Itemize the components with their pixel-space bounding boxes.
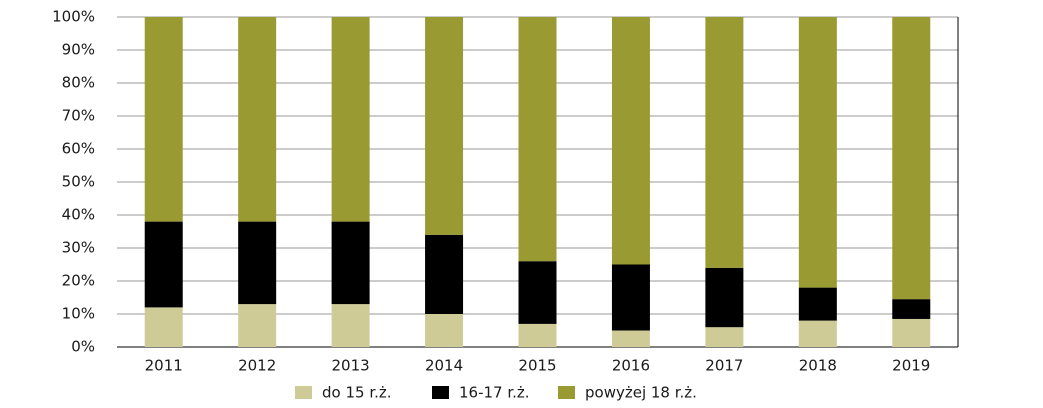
y-tick-label: 40% xyxy=(62,206,95,224)
bar-segment xyxy=(238,304,277,347)
x-tick-label: 2012 xyxy=(238,357,276,375)
bar-segment xyxy=(892,299,931,319)
bar-segment xyxy=(518,17,557,262)
y-tick-label: 10% xyxy=(62,305,95,323)
bar-segment xyxy=(892,318,931,347)
bar-segment xyxy=(798,287,837,321)
bar-segment xyxy=(611,17,650,265)
bar-segment xyxy=(798,17,837,288)
bar-segment xyxy=(705,17,744,268)
bar-segment xyxy=(425,234,464,314)
x-tick-label: 2011 xyxy=(145,357,183,375)
bar-segment xyxy=(518,323,557,347)
bar-segment xyxy=(331,221,370,305)
bar-segment xyxy=(518,261,557,324)
legend-label: 16-17 r.ż. xyxy=(459,384,530,402)
x-tick-label: 2016 xyxy=(612,357,650,375)
bar-segment xyxy=(331,17,370,222)
bar-segment xyxy=(611,330,650,347)
bar-segment xyxy=(144,221,183,308)
legend-swatch xyxy=(295,386,312,399)
bar-segment xyxy=(144,17,183,222)
y-tick-label: 60% xyxy=(62,140,95,158)
x-tick-label: 2018 xyxy=(799,357,837,375)
y-tick-label: 80% xyxy=(62,74,95,92)
x-tick-label: 2019 xyxy=(892,357,930,375)
y-tick-label: 50% xyxy=(62,173,95,191)
legend-label: powyżej 18 r.ż. xyxy=(585,384,697,402)
bar-segment xyxy=(892,17,931,300)
bar-segment xyxy=(425,17,464,235)
y-tick-label: 0% xyxy=(71,338,95,356)
y-tick-label: 70% xyxy=(62,107,95,125)
y-tick-label: 30% xyxy=(62,239,95,257)
x-tick-label: 2017 xyxy=(705,357,743,375)
bar-segment xyxy=(798,320,837,347)
x-tick-label: 2014 xyxy=(425,357,463,375)
bar-segment xyxy=(425,314,464,347)
legend-swatch xyxy=(432,386,449,399)
x-tick-label: 2013 xyxy=(332,357,370,375)
y-tick-label: 90% xyxy=(62,41,95,59)
bar-segment xyxy=(611,264,650,331)
y-tick-label: 100% xyxy=(52,8,95,26)
bar-segment xyxy=(144,307,183,347)
bar-segment xyxy=(238,17,277,222)
bar-segment xyxy=(705,267,744,328)
y-tick-label: 20% xyxy=(62,272,95,290)
legend-label: do 15 r.ż. xyxy=(322,384,392,402)
bar-segment xyxy=(238,221,277,305)
x-tick-label: 2015 xyxy=(518,357,556,375)
bar-segment xyxy=(705,327,744,347)
legend-swatch xyxy=(558,386,575,399)
bar-segment xyxy=(331,304,370,347)
